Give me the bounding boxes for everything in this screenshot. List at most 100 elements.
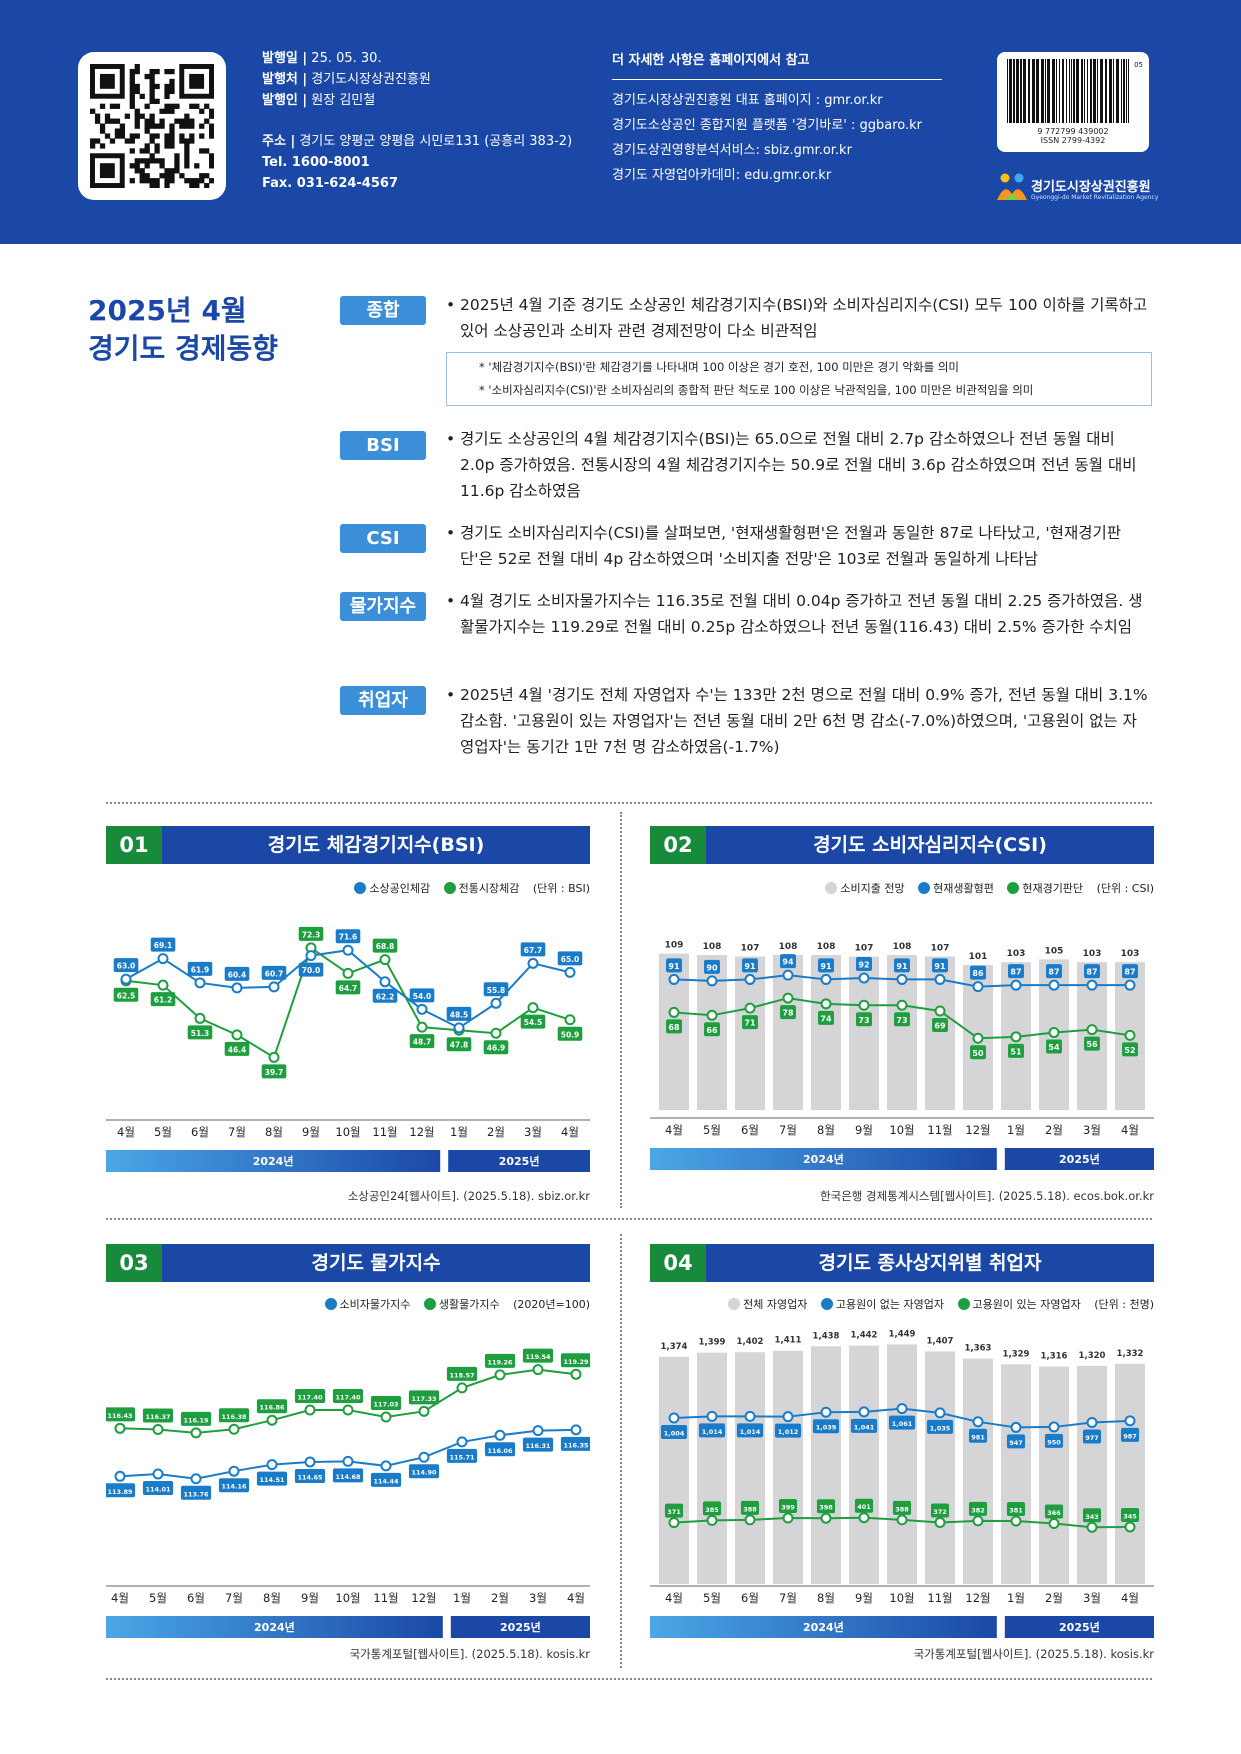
data-label-badge: [408, 1464, 440, 1479]
series-2-point: [1048, 979, 1060, 991]
year-label-2025: 2025년: [499, 1154, 540, 1168]
bar: [773, 1350, 803, 1584]
data-label: 67.7: [524, 946, 543, 955]
tick-label: 11월: [373, 1591, 398, 1605]
series-3-point: [972, 1032, 984, 1044]
tick-label: 6월: [741, 1123, 759, 1137]
legend-series-1: 소비자물가지수: [339, 1298, 411, 1311]
agency-logo: 경기도시장상권진흥원 Gyeonggi-do Market Revitaliza…: [995, 172, 1158, 206]
data-label: 62.2: [376, 992, 395, 1001]
series-3-point: [972, 1515, 984, 1527]
data-label-badge: [704, 1022, 720, 1037]
data-label: 119.54: [525, 1353, 551, 1361]
series-2-point: [564, 1014, 576, 1026]
data-label-badge: [736, 1423, 764, 1438]
data-label: 48.5: [450, 1010, 469, 1019]
data-label-badge: [261, 965, 287, 980]
data-label: 54: [1048, 1043, 1060, 1052]
link-sbiz[interactable]: 경기도상권영향분석서비스: sbiz.gmr.or.kr: [612, 143, 852, 158]
bar-value-label: 1,363: [965, 1344, 992, 1354]
series-2-point: [706, 975, 718, 987]
year-label-2025: 2025년: [1059, 1620, 1100, 1634]
series-2-point: [1086, 979, 1098, 991]
qr-code[interactable]: [78, 52, 226, 200]
series-2-point: [858, 1406, 870, 1418]
tick-label: 9월: [855, 1591, 873, 1605]
link-edu[interactable]: 경기도 자영업아카데미: edu.gmr.or.kr: [612, 168, 832, 183]
data-label-badge: [1120, 1427, 1140, 1442]
data-label: 116.37: [145, 1413, 170, 1421]
series-2-point: [820, 1406, 832, 1418]
legend-series-2: 전통시장체감: [458, 882, 520, 895]
series-2-point: [570, 1368, 582, 1380]
tag-summary: 종합: [340, 296, 426, 325]
tick-label: 7월: [228, 1125, 246, 1139]
link-main[interactable]: 경기도시장상권진흥원 대표 홈페이지 : gmr.or.kr: [612, 93, 883, 108]
year-bar-2025: [450, 1616, 590, 1638]
title-line2: 경기도 경제동향: [88, 332, 279, 365]
bar-value-label: 103: [1007, 949, 1026, 959]
data-label: 50.9: [561, 1030, 580, 1039]
series-2-point: [934, 973, 946, 985]
data-label-badge: [298, 926, 324, 941]
data-label-badge: [780, 1005, 796, 1020]
data-label-badge: [557, 1026, 583, 1041]
data-label: 52: [1124, 1046, 1135, 1055]
series-3-point: [896, 999, 908, 1011]
series-2-point: [1010, 1421, 1022, 1433]
link-ggbaro[interactable]: 경기도소상공인 종합지원 플랫폼 '경기바로' : ggbaro.kr: [612, 118, 922, 133]
address: 경기도 양평군 양평읍 시민로131 (공흥리 383-2): [299, 134, 573, 149]
data-label-badge: [1008, 1043, 1024, 1058]
chart-source: 한국은행 경제통계시스템[웹사이트]. (2025.5.18). ecos.bo…: [820, 1189, 1154, 1203]
bar: [887, 1344, 917, 1584]
data-label-badge: [698, 1423, 726, 1438]
data-label: 91: [744, 962, 756, 971]
data-label: 48.7: [413, 1038, 432, 1047]
data-label-badge: [1044, 1433, 1064, 1448]
data-label: 72.3: [302, 930, 321, 939]
series-2-point: [706, 1410, 718, 1422]
tick-label: 4월: [1121, 1591, 1139, 1605]
data-label: 60.7: [265, 969, 284, 978]
data-label-badge: [1084, 1036, 1100, 1051]
series-2-point: [416, 1021, 428, 1033]
series-2-point: [1048, 1421, 1060, 1433]
data-label: 73: [896, 1016, 907, 1025]
data-label-badge: [409, 988, 435, 1003]
series-3-point: [858, 999, 870, 1011]
title-line1: 2025년 4월: [88, 294, 247, 327]
data-label: 69.1: [154, 941, 173, 950]
divider-bottom: [106, 1678, 1152, 1680]
chart-number: 04: [650, 1244, 706, 1282]
data-label-badge: [666, 958, 682, 973]
chart-legend: 소비자물가지수 생활물가지수 (2020년=100): [324, 1296, 590, 1312]
series-1-point: [228, 1465, 240, 1477]
data-label-badge: [294, 1468, 326, 1483]
data-label: 114.51: [259, 1476, 285, 1484]
tick-label: 12월: [409, 1125, 434, 1139]
series-1-point: [305, 950, 317, 962]
header-banner: 발행일 | 25. 05. 30. 발행처 | 경기도시장상권진흥원 발행인 |…: [0, 0, 1241, 244]
series-2-point: [782, 1411, 794, 1423]
note-csi: * '소비자심리지수(CSI)'란 소비자심리의 종합적 판단 척도로 100 …: [479, 383, 1034, 397]
chart-unit: (단위 : BSI): [532, 882, 590, 895]
tick-label: 2월: [491, 1591, 509, 1605]
data-label: 399: [781, 1504, 795, 1512]
employment-body: 2025년 4월 '경기도 전체 자영업자 수'는 133만 2천 명으로 전월…: [460, 686, 1148, 756]
series-2-point: [527, 1002, 539, 1014]
data-label-badge: [298, 962, 324, 977]
year-bar-2025: [448, 1150, 590, 1172]
data-label-badge: [560, 1436, 590, 1451]
data-label-badge: [778, 1499, 798, 1514]
data-label: 86: [972, 969, 984, 978]
data-label: 116.43: [107, 1412, 132, 1420]
bar-value-label: 101: [969, 952, 988, 962]
data-label-badge: [742, 958, 758, 973]
divider-top: [106, 802, 1152, 804]
bar-value-label: 1,402: [737, 1337, 764, 1347]
chart-unit: (2020년=100): [513, 1298, 590, 1311]
series-1-point: [456, 1436, 468, 1448]
series-1-point: [570, 1424, 582, 1436]
bar-value-label: 108: [893, 942, 912, 952]
data-label-badge: [968, 1428, 988, 1443]
